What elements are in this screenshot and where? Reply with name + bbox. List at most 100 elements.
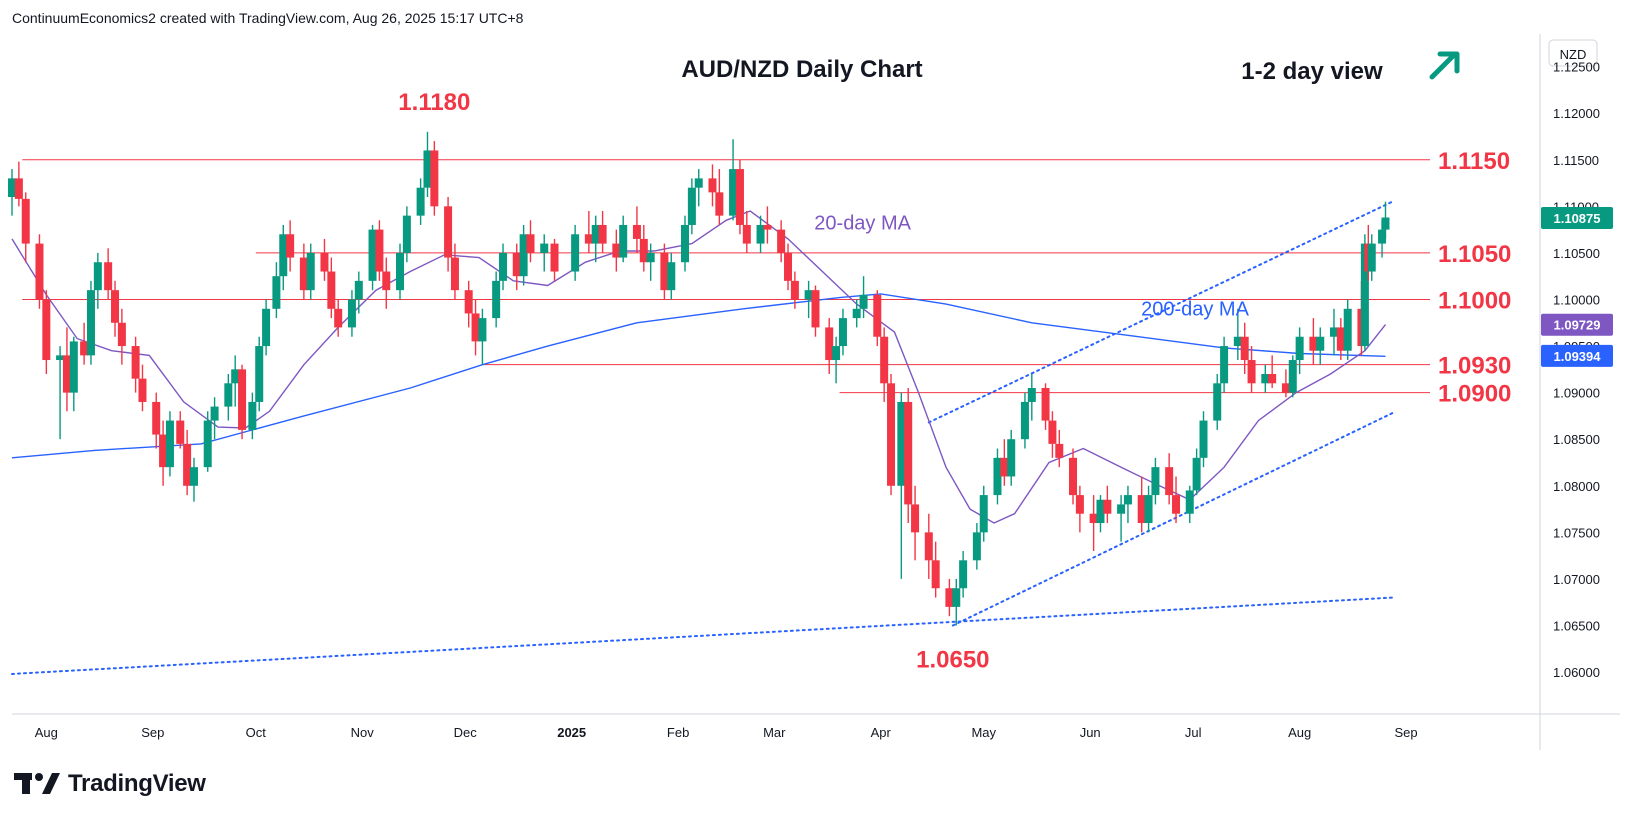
candle (1048, 411, 1057, 458)
candle (715, 169, 724, 225)
candle-body (660, 252, 669, 291)
candle (238, 364, 247, 440)
candle-body (423, 150, 432, 188)
candle-body (811, 290, 820, 328)
candle-body (1151, 467, 1160, 496)
candle (887, 374, 896, 496)
candle (1281, 369, 1290, 398)
candle-body (1336, 327, 1345, 351)
candle-body (880, 336, 889, 384)
candle (763, 206, 772, 244)
candle-body (1233, 336, 1242, 347)
price-level-label: 1.0930 (1438, 353, 1511, 380)
candle (430, 141, 439, 216)
candle-body (1220, 346, 1229, 384)
candle (681, 215, 690, 272)
candle (993, 448, 1002, 505)
candle-body (1075, 495, 1084, 514)
candle-body (838, 318, 847, 347)
candle-body (104, 262, 113, 291)
candle-body (591, 224, 600, 244)
x-tick-label: Dec (454, 725, 478, 740)
candle-body (1213, 383, 1222, 421)
candle (1213, 374, 1222, 430)
candle (1041, 383, 1050, 430)
tradingview-logo[interactable]: TradingView (14, 770, 206, 798)
candle-body (777, 229, 786, 253)
candle (612, 229, 621, 272)
candle-body (1192, 457, 1201, 491)
ma20-line (11, 210, 1387, 524)
candle (86, 280, 95, 365)
candle (248, 392, 257, 440)
y-tick-label: 1.10000 (1553, 292, 1600, 307)
candle-body (1199, 420, 1208, 458)
candle-body (708, 178, 717, 193)
candle-body (735, 169, 744, 225)
candle-body (993, 457, 1002, 496)
candle (619, 215, 628, 263)
candle (880, 327, 889, 402)
candle-body (117, 322, 126, 347)
candle-body (334, 308, 343, 328)
candle (176, 411, 185, 449)
candle (306, 243, 315, 300)
candle-body (279, 234, 288, 277)
x-tick-label: May (971, 725, 996, 740)
candle (21, 192, 30, 263)
candle (368, 224, 377, 291)
candle-body (924, 532, 933, 561)
candle (639, 224, 648, 272)
candle (62, 327, 71, 412)
price-tag-background (1541, 313, 1613, 336)
candle-body (396, 252, 405, 291)
candle (660, 243, 669, 300)
price-tag: 1.09394 (1541, 344, 1613, 367)
candle-body (598, 224, 607, 244)
candle-body (784, 252, 793, 281)
candle-body (306, 252, 315, 291)
candle (450, 243, 459, 300)
candle-body (526, 234, 535, 253)
candle (1288, 355, 1297, 398)
candle-body (852, 308, 861, 319)
candle-body (262, 308, 271, 347)
candle (347, 290, 356, 337)
candle-body (1240, 336, 1249, 361)
candle (183, 429, 192, 496)
candle-body (1295, 336, 1304, 361)
candle-body (1020, 401, 1029, 440)
ma20-label: 20-day MA (814, 213, 911, 235)
candle (1165, 453, 1174, 505)
candle-body (189, 467, 198, 486)
candle (478, 308, 487, 365)
candle-body (375, 229, 384, 272)
x-tick-label: Aug (1288, 725, 1311, 740)
candle (1343, 299, 1352, 361)
candle (56, 346, 65, 440)
candle-body (203, 420, 212, 468)
candle-body (224, 383, 233, 407)
candle-body (972, 532, 981, 561)
candle (1103, 485, 1112, 524)
x-tick-label: Mar (763, 725, 786, 740)
price-annotation: 1.1180 (398, 89, 470, 116)
candle-body (694, 178, 703, 188)
candle-body (1103, 499, 1112, 514)
candle (444, 197, 453, 272)
candle (471, 299, 480, 356)
candle (152, 392, 161, 449)
x-tick-label: Nov (351, 725, 375, 740)
candle (14, 161, 23, 207)
candle (832, 336, 841, 384)
candle (1027, 374, 1036, 421)
candle-body (584, 234, 593, 244)
candle-body (450, 257, 459, 291)
candle-body (368, 229, 377, 281)
candle-body (299, 257, 308, 291)
candle-body (1089, 513, 1098, 524)
candle (526, 220, 535, 263)
trendline (927, 200, 1394, 424)
